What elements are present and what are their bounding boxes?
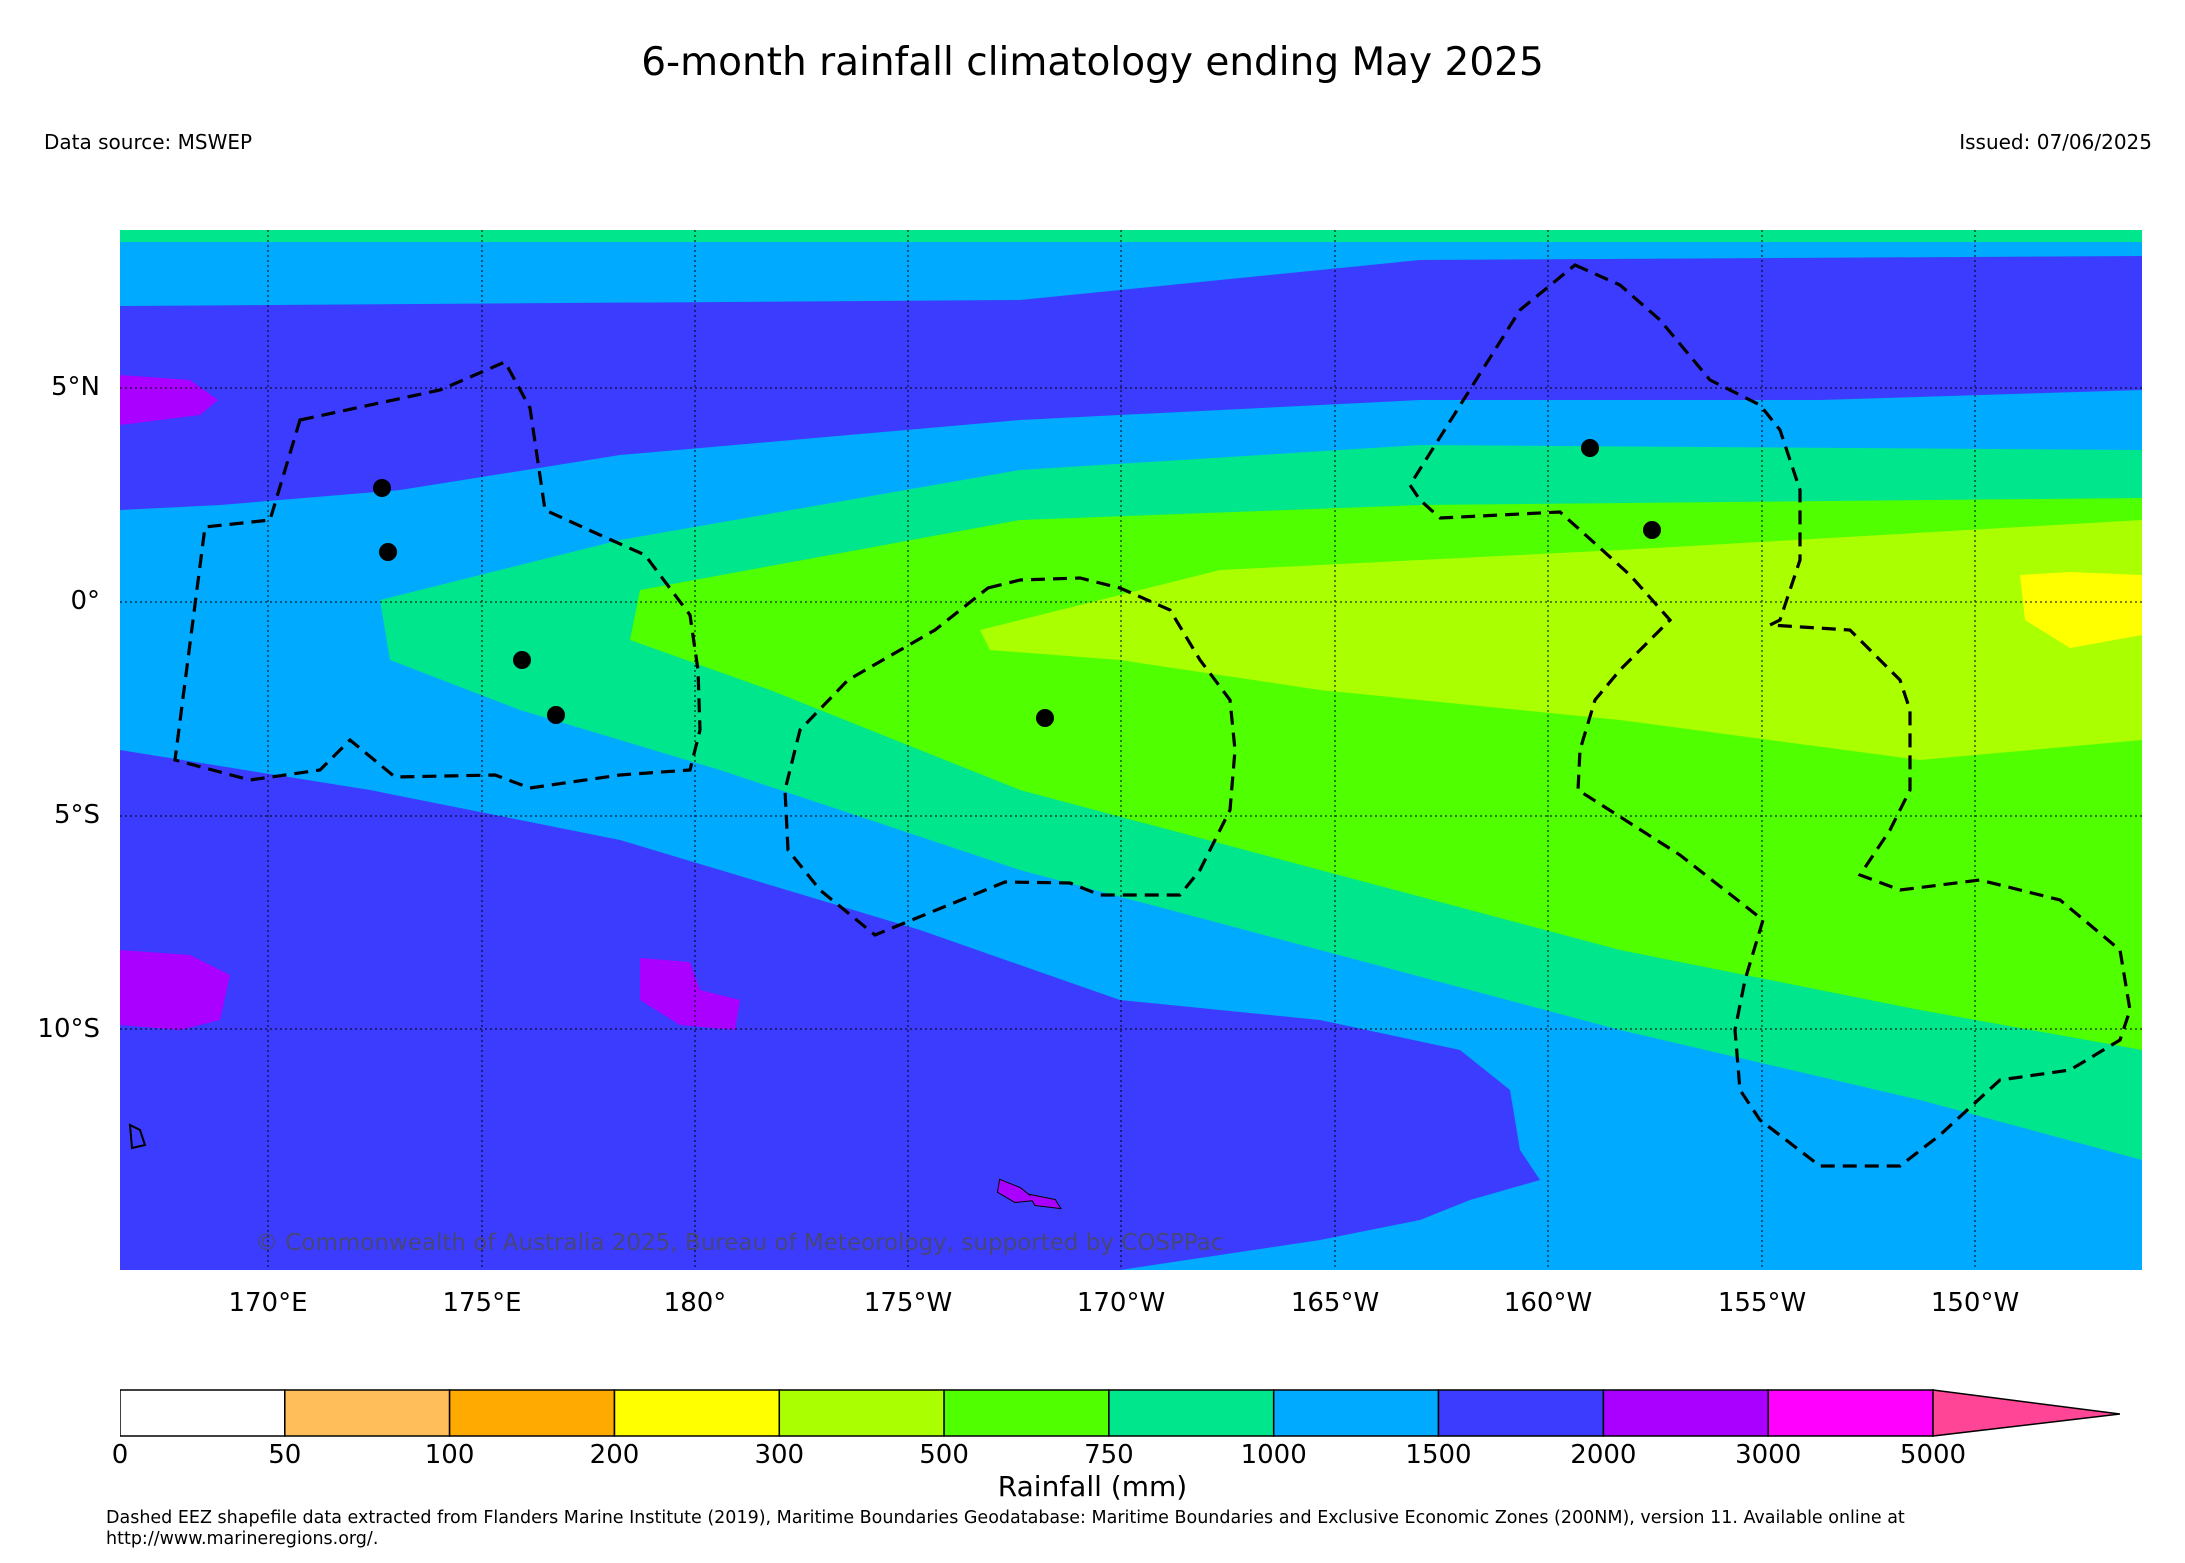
colorbar-tick: 500 xyxy=(919,1440,969,1470)
samoa-fill xyxy=(998,1180,1060,1208)
colorbar-tick: 5000 xyxy=(1899,1440,1967,1470)
colorbar-swatch xyxy=(120,1389,286,1437)
colorbar-tick: 0 xyxy=(111,1440,129,1470)
band-2000-3000-samoa xyxy=(640,958,740,1030)
colorbar-swatch xyxy=(1108,1389,1275,1437)
lon-label-160w: 160°W xyxy=(1503,1288,1593,1318)
footnote: Dashed EEZ shapefile data extracted from… xyxy=(106,1508,1905,1549)
lon-label-155w: 155°W xyxy=(1717,1288,1807,1318)
colorbar-tick: 3000 xyxy=(1735,1440,1802,1470)
colorbar-tick: 1000 xyxy=(1240,1440,1307,1470)
island-marker xyxy=(1581,439,1599,457)
colorbar-label: Rainfall (mm) xyxy=(997,1470,1188,1503)
island-marker xyxy=(1036,709,1054,727)
lon-label-165w: 165°W xyxy=(1290,1288,1380,1318)
lon-label-170w: 170°W xyxy=(1076,1288,1166,1318)
band-200-300-east xyxy=(2020,572,2142,648)
colorbar-tick: 1500 xyxy=(1405,1440,1472,1470)
colorbar-swatch xyxy=(943,1389,1110,1437)
lon-label-175w: 175°W xyxy=(863,1288,953,1318)
band-1500-2000-south xyxy=(120,750,1540,1270)
band-1500-2000-north xyxy=(120,256,2142,510)
lat-label-5s: 5°S xyxy=(53,800,100,830)
colorbar-swatch xyxy=(778,1389,945,1437)
lon-label-175e: 175°E xyxy=(442,1288,522,1318)
colorbar-swatch xyxy=(613,1389,781,1437)
band-2000-3000-west xyxy=(120,375,218,425)
copyright-text: © Commonwealth of Australia 2025, Bureau… xyxy=(255,1230,1224,1256)
band-2000-3000-southwest xyxy=(120,950,230,1030)
rainfall-map: © Commonwealth of Australia 2025, Bureau… xyxy=(120,230,2142,1270)
colorbar-tick: 100 xyxy=(424,1440,475,1470)
colorbar-swatch xyxy=(1767,1389,1934,1437)
island-marker xyxy=(513,651,531,669)
lon-label-180: 180° xyxy=(663,1288,727,1318)
data-source: Data source: MSWEP xyxy=(44,130,253,154)
island-marker xyxy=(547,706,565,724)
lat-label-5n: 5°N xyxy=(51,372,100,402)
lat-label-0: 0° xyxy=(70,586,100,616)
colorbar-tick: 2000 xyxy=(1570,1440,1637,1470)
colorbar-swatch xyxy=(1272,1389,1440,1437)
colorbar-tick: 300 xyxy=(754,1440,805,1470)
eez-boundaries xyxy=(173,263,2132,1168)
colorbar-tick: 750 xyxy=(1084,1440,1134,1470)
map-title: 6-month rainfall climatology ending May … xyxy=(641,40,1544,85)
colorbar-tick: 200 xyxy=(589,1440,640,1470)
colorbar-swatch xyxy=(284,1389,451,1437)
island-markers xyxy=(373,439,1661,727)
colorbar-swatch xyxy=(448,1389,616,1437)
island-outline xyxy=(128,1123,147,1150)
island-marker xyxy=(379,543,397,561)
island-marker xyxy=(1643,521,1661,539)
issued-date: Issued: 07/06/2025 xyxy=(1959,130,2152,154)
colorbar xyxy=(120,1389,2120,1437)
colorbar-swatch xyxy=(1602,1389,1769,1437)
eez-kiribati-line xyxy=(1408,263,2132,1168)
band-750-1000-top xyxy=(120,230,2142,242)
lon-label-170e: 170°E xyxy=(228,1288,308,1318)
island-marker xyxy=(373,479,391,497)
band-300-500-central xyxy=(980,520,2142,760)
eez-kiribati-phoenix xyxy=(783,576,1237,937)
eez-kiribati-gilberts xyxy=(173,359,702,790)
lon-label-150w: 150°W xyxy=(1930,1288,2020,1318)
colorbar-extension-arrow xyxy=(1932,1389,2120,1437)
colorbar-tick: 50 xyxy=(268,1440,302,1470)
colorbar-swatch xyxy=(1437,1389,1605,1437)
lat-label-10s: 10°S xyxy=(37,1014,100,1044)
